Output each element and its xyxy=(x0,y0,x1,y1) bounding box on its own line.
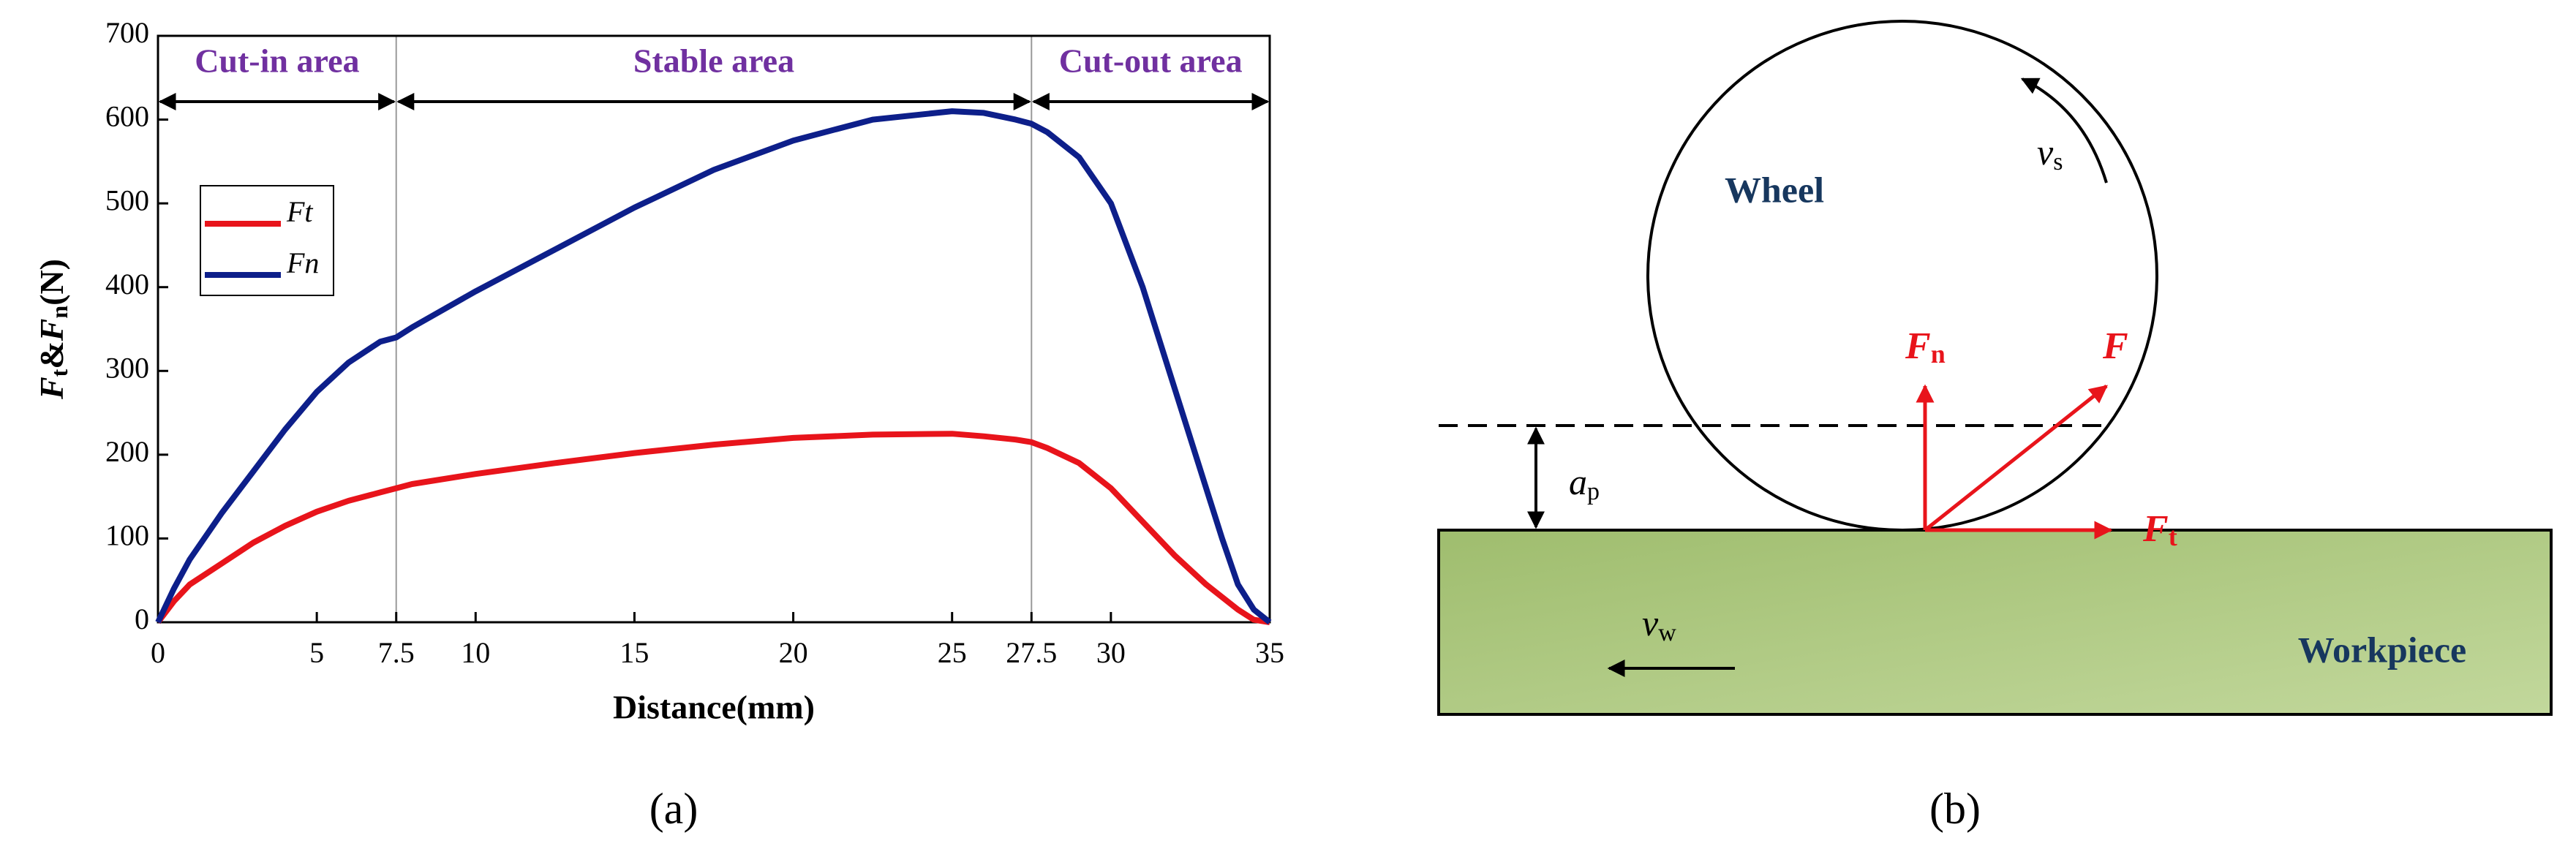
y-label-part: & xyxy=(33,341,70,369)
caption: (a) xyxy=(649,785,698,833)
y-label-part: F xyxy=(33,319,70,342)
wheel-label: Wheel xyxy=(1725,169,1824,210)
label-main: F xyxy=(1905,325,1931,367)
label-sub: t xyxy=(2169,522,2177,551)
region-label: Stable area xyxy=(633,42,794,80)
caption: (b) xyxy=(1929,785,1981,833)
label-sub: p xyxy=(1587,478,1600,505)
x-tick-label: 25 xyxy=(938,636,967,669)
wheel-speed: vs xyxy=(2037,132,2063,175)
label-sub: s xyxy=(2053,148,2063,175)
workpiece-label: Workpiece xyxy=(2298,629,2467,670)
normal-force-label: Fn xyxy=(1905,325,1946,369)
y-tick-label: 400 xyxy=(105,268,149,301)
y-tick-label: 100 xyxy=(105,519,149,552)
y-tick-label: 600 xyxy=(105,100,149,133)
y-label-part: F xyxy=(33,377,70,400)
label-sub: n xyxy=(1931,339,1946,369)
x-tick-label: 10 xyxy=(461,636,490,669)
y-label-part: t xyxy=(46,369,72,377)
x-tick-label: 27.5 xyxy=(1006,636,1057,669)
label-main: v xyxy=(1642,603,1659,643)
y-tick-label: 300 xyxy=(105,351,149,384)
line-chart: Ft&Fn(N) Distance(mm) (a) Cut-in area Sta… xyxy=(33,16,1284,833)
y-label-part: n xyxy=(46,306,72,319)
plot-frame xyxy=(157,34,1271,624)
x-tick-label: 35 xyxy=(1255,636,1284,669)
x-tick-label: 0 xyxy=(151,636,165,669)
wheel xyxy=(1646,20,2158,532)
label-sub: w xyxy=(1658,619,1676,646)
x-tick-label: 5 xyxy=(309,636,324,669)
label-main: F xyxy=(2142,508,2169,550)
y-tick-label: 500 xyxy=(105,184,149,216)
label-main: a xyxy=(1569,461,1587,502)
y-tick-label: 700 xyxy=(105,16,149,49)
x-tick-label: 30 xyxy=(1096,636,1126,669)
resultant-force-arrow xyxy=(1924,385,2108,532)
y-tick-label: 0 xyxy=(135,603,149,635)
legend-label: Fn xyxy=(286,246,319,279)
x-tick-label: 15 xyxy=(619,636,649,669)
workpiece xyxy=(1437,529,2553,716)
x-tick-label: 7.5 xyxy=(378,636,415,669)
region-label: Cut-out area xyxy=(1059,42,1243,80)
data-line xyxy=(155,108,1272,625)
label-main: v xyxy=(2037,132,2054,173)
depth-label: ap xyxy=(1569,461,1600,505)
x-tick-label: 20 xyxy=(779,636,808,669)
x-axis-label: Distance(mm) xyxy=(613,689,815,726)
region-label: Cut-in area xyxy=(195,42,359,80)
resultant-force-label: F xyxy=(2102,325,2128,367)
y-tick-label: 200 xyxy=(105,435,149,468)
y-axis-label: Ft&Fn(N) xyxy=(33,259,73,400)
y-label-part: (N) xyxy=(33,259,70,306)
rotation-arrow xyxy=(2020,78,2108,184)
workpiece-speed: vw xyxy=(1642,603,1676,646)
grinding-diagram: ap Wheel Workpiece vs vw Fn F Ft (b) xyxy=(1437,20,2553,833)
tangential-force-label: Ft xyxy=(2142,508,2177,551)
data-line xyxy=(155,431,1270,625)
legend-label: Ft xyxy=(286,195,313,228)
